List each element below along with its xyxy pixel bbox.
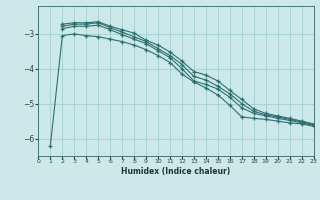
X-axis label: Humidex (Indice chaleur): Humidex (Indice chaleur): [121, 167, 231, 176]
